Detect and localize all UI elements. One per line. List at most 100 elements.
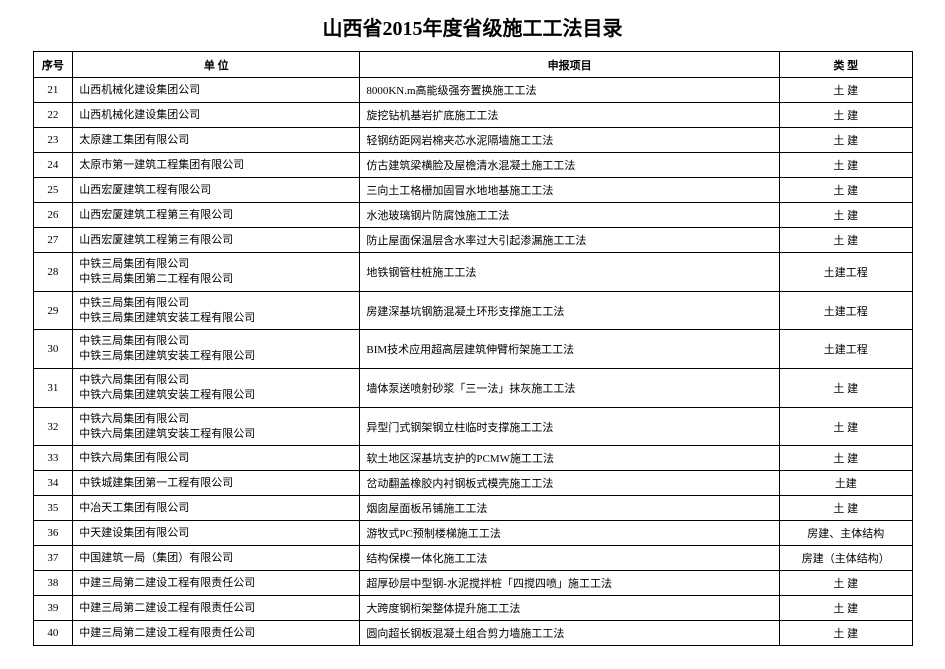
cell-seq: 21 [33,78,73,103]
cell-project: 大跨度钢桁架整体提升施工工法 [360,596,780,621]
cell-project: 游牧式PC预制楼梯施工工法 [360,521,780,546]
cell-type: 土 建 [779,78,912,103]
cell-unit: 中建三局第二建设工程有限责任公司 [73,571,360,596]
cell-seq: 23 [33,128,73,153]
cell-unit: 中铁三局集团有限公司 中铁三局集团建筑安装工程有限公司 [73,330,360,369]
table-body: 21山西机械化建设集团公司8000KN.m高能级强夯置换施工工法土 建22山西机… [33,78,912,646]
cell-type: 房建（主体结构） [779,546,912,571]
cell-type: 土 建 [779,228,912,253]
col-header-seq: 序号 [33,52,73,78]
cell-seq: 22 [33,103,73,128]
catalog-table: 序号 单 位 申报项目 类 型 21山西机械化建设集团公司8000KN.m高能级… [33,51,913,646]
cell-unit: 中国建筑一局（集团）有限公司 [73,546,360,571]
table-row: 39中建三局第二建设工程有限责任公司大跨度钢桁架整体提升施工工法土 建 [33,596,912,621]
table-row: 25山西宏厦建筑工程有限公司三向土工格栅加固冒水地地基施工工法土 建 [33,178,912,203]
table-row: 35中冶天工集团有限公司烟囱屋面板吊铺施工工法土 建 [33,496,912,521]
cell-type: 土 建 [779,571,912,596]
cell-type: 土 建 [779,369,912,408]
cell-project: 地铁钢管柱桩施工工法 [360,253,780,292]
cell-seq: 38 [33,571,73,596]
cell-unit: 中天建设集团有限公司 [73,521,360,546]
cell-project: 房建深基坑钢筋混凝土环形支撑施工工法 [360,291,780,330]
cell-project: BIM技术应用超高层建筑伸臂桁架施工工法 [360,330,780,369]
table-row: 34中铁城建集团第一工程有限公司岔动翻盖橡胶内衬钢板式模壳施工工法土建 [33,471,912,496]
cell-type: 土 建 [779,596,912,621]
cell-seq: 29 [33,291,73,330]
cell-type: 土 建 [779,153,912,178]
cell-project: 墙体泵送喷射砂浆「三一法」抹灰施工工法 [360,369,780,408]
table-row: 38中建三局第二建设工程有限责任公司超厚砂层中型钢-水泥搅拌桩「四搅四喷」施工工… [33,571,912,596]
cell-unit: 山西宏厦建筑工程有限公司 [73,178,360,203]
cell-project: 圆向超长钢板混凝土组合剪力墙施工工法 [360,621,780,646]
col-header-type: 类 型 [779,52,912,78]
table-row: 23太原建工集团有限公司轻钢纺距网岩棉夹芯水泥隔墙施工工法土 建 [33,128,912,153]
table-row: 27山西宏厦建筑工程第三有限公司防止屋面保温层含水率过大引起渗漏施工工法土 建 [33,228,912,253]
cell-seq: 27 [33,228,73,253]
cell-seq: 34 [33,471,73,496]
cell-unit: 中铁六局集团有限公司 中铁六局集团建筑安装工程有限公司 [73,369,360,408]
cell-project: 岔动翻盖橡胶内衬钢板式模壳施工工法 [360,471,780,496]
cell-project: 异型门式钢架钢立柱临时支撑施工工法 [360,407,780,446]
cell-seq: 28 [33,253,73,292]
cell-unit: 太原建工集团有限公司 [73,128,360,153]
cell-seq: 35 [33,496,73,521]
cell-seq: 24 [33,153,73,178]
table-row: 22山西机械化建设集团公司旋挖钻机基岩扩底施工工法土 建 [33,103,912,128]
cell-type: 土 建 [779,407,912,446]
table-row: 21山西机械化建设集团公司8000KN.m高能级强夯置换施工工法土 建 [33,78,912,103]
cell-unit: 中冶天工集团有限公司 [73,496,360,521]
cell-project: 水池玻璃钢片防腐蚀施工工法 [360,203,780,228]
table-row: 36中天建设集团有限公司游牧式PC预制楼梯施工工法房建、主体结构 [33,521,912,546]
cell-project: 烟囱屋面板吊铺施工工法 [360,496,780,521]
cell-unit: 山西宏厦建筑工程第三有限公司 [73,228,360,253]
cell-unit: 山西机械化建设集团公司 [73,103,360,128]
table-row: 32中铁六局集团有限公司 中铁六局集团建筑安装工程有限公司异型门式钢架钢立柱临时… [33,407,912,446]
cell-seq: 25 [33,178,73,203]
cell-seq: 31 [33,369,73,408]
table-row: 37中国建筑一局（集团）有限公司结构保模一体化施工工法房建（主体结构） [33,546,912,571]
table-row: 29中铁三局集团有限公司 中铁三局集团建筑安装工程有限公司房建深基坑钢筋混凝土环… [33,291,912,330]
cell-unit: 中建三局第二建设工程有限责任公司 [73,621,360,646]
cell-project: 软土地区深基坑支护的PCMW施工工法 [360,446,780,471]
cell-seq: 36 [33,521,73,546]
cell-project: 超厚砂层中型钢-水泥搅拌桩「四搅四喷」施工工法 [360,571,780,596]
cell-unit: 中铁城建集团第一工程有限公司 [73,471,360,496]
cell-unit: 太原市第一建筑工程集团有限公司 [73,153,360,178]
cell-project: 轻钢纺距网岩棉夹芯水泥隔墙施工工法 [360,128,780,153]
cell-project: 防止屋面保温层含水率过大引起渗漏施工工法 [360,228,780,253]
cell-unit: 中建三局第二建设工程有限责任公司 [73,596,360,621]
cell-type: 土 建 [779,203,912,228]
cell-type: 土建 [779,471,912,496]
cell-seq: 32 [33,407,73,446]
cell-type: 土建工程 [779,291,912,330]
cell-seq: 39 [33,596,73,621]
cell-project: 三向土工格栅加固冒水地地基施工工法 [360,178,780,203]
cell-type: 土建工程 [779,330,912,369]
cell-seq: 26 [33,203,73,228]
cell-project: 仿古建筑梁横脸及屋檐清水混凝土施工工法 [360,153,780,178]
table-row: 26山西宏厦建筑工程第三有限公司水池玻璃钢片防腐蚀施工工法土 建 [33,203,912,228]
table-row: 33中铁六局集团有限公司软土地区深基坑支护的PCMW施工工法土 建 [33,446,912,471]
cell-unit: 中铁三局集团有限公司 中铁三局集团第二工程有限公司 [73,253,360,292]
cell-type: 房建、主体结构 [779,521,912,546]
cell-type: 土 建 [779,446,912,471]
cell-type: 土 建 [779,103,912,128]
cell-unit: 中铁六局集团有限公司 中铁六局集团建筑安装工程有限公司 [73,407,360,446]
cell-seq: 30 [33,330,73,369]
table-header-row: 序号 单 位 申报项目 类 型 [33,52,912,78]
table-row: 30中铁三局集团有限公司 中铁三局集团建筑安装工程有限公司BIM技术应用超高层建… [33,330,912,369]
cell-type: 土 建 [779,621,912,646]
table-row: 31中铁六局集团有限公司 中铁六局集团建筑安装工程有限公司墙体泵送喷射砂浆「三一… [33,369,912,408]
cell-project: 旋挖钻机基岩扩底施工工法 [360,103,780,128]
cell-type: 土 建 [779,178,912,203]
cell-unit: 中铁六局集团有限公司 [73,446,360,471]
cell-unit: 中铁三局集团有限公司 中铁三局集团建筑安装工程有限公司 [73,291,360,330]
table-row: 40中建三局第二建设工程有限责任公司圆向超长钢板混凝土组合剪力墙施工工法土 建 [33,621,912,646]
cell-type: 土 建 [779,496,912,521]
cell-unit: 山西机械化建设集团公司 [73,78,360,103]
cell-seq: 33 [33,446,73,471]
table-row: 24太原市第一建筑工程集团有限公司仿古建筑梁横脸及屋檐清水混凝土施工工法土 建 [33,153,912,178]
cell-project: 结构保模一体化施工工法 [360,546,780,571]
cell-type: 土建工程 [779,253,912,292]
document-page: 山西省2015年度省级施工工法目录 序号 单 位 申报项目 类 型 21山西机械… [33,12,913,646]
